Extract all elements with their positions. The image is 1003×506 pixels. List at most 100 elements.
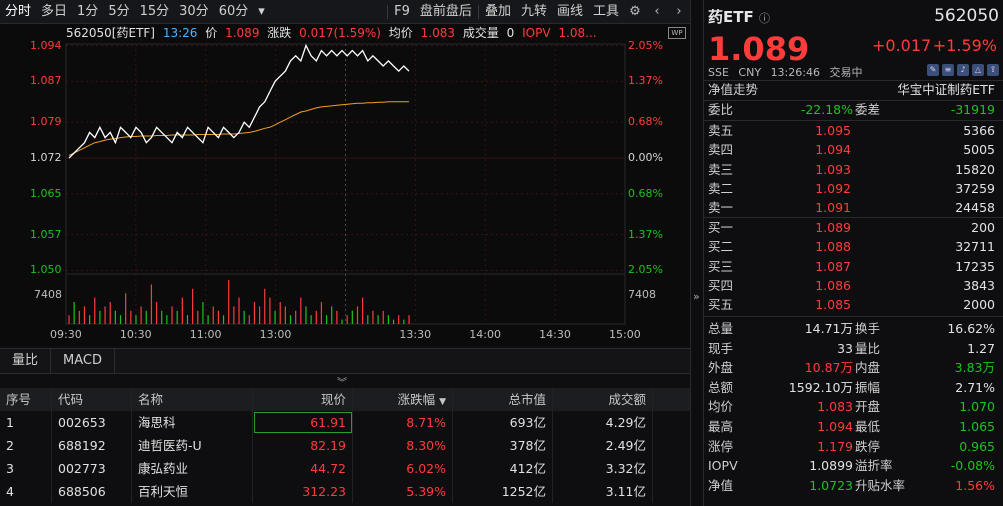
buys-level-label: 买四: [708, 277, 734, 293]
tab-multi-day[interactable]: 多日: [41, 3, 68, 19]
pre-post-market-button[interactable]: 盘前盘后: [419, 4, 472, 19]
buys-level-row[interactable]: 买四 1.086 3843: [704, 277, 1003, 295]
sells-level-row[interactable]: 卖三 1.093 15820: [704, 161, 1003, 179]
tab-60min[interactable]: 60分: [218, 3, 249, 19]
list-icon[interactable]: ≡: [942, 64, 954, 76]
buys-level-row[interactable]: 买二 1.088 32711: [704, 238, 1003, 256]
expand-chevron-icon[interactable]: »: [693, 290, 700, 303]
share-icon[interactable]: ⇪: [987, 64, 999, 76]
panel-divider[interactable]: »: [690, 0, 704, 506]
last-price: 1.089: [708, 30, 810, 68]
sells-level-label: 卖三: [708, 161, 734, 177]
tab-volume-ratio[interactable]: 量比: [0, 349, 52, 373]
f9-button[interactable]: F9: [394, 4, 410, 19]
stat-label: 最高: [708, 419, 734, 434]
draw-line-button[interactable]: 画线: [556, 4, 583, 19]
cell-price: 44.72: [253, 457, 353, 480]
cell-change-pct: 8.71%: [353, 411, 453, 434]
y-price-tick: 1.087: [30, 74, 62, 88]
tools-button[interactable]: 工具: [592, 4, 619, 19]
table-row[interactable]: 1 002653 海思科 61.91 8.71% 693亿 4.29亿: [0, 411, 690, 434]
stat-label: 开盘: [855, 399, 881, 415]
stat-row: 外盘 10.87万 内盘 3.83万: [704, 359, 1003, 377]
chevron-right-icon[interactable]: ›: [676, 4, 682, 19]
chart-iopv: 1.08...: [558, 26, 597, 40]
x-tick: 15:00: [609, 328, 641, 341]
tab-30min[interactable]: 30分: [179, 3, 209, 19]
nav-trend-row[interactable]: 净值走势 华宝中证制药ETF: [704, 81, 1003, 99]
header-rank[interactable]: 序号: [0, 388, 52, 411]
stat-row: 总额 1592.10万 振幅 2.71%: [704, 379, 1003, 397]
sells-level-qty: 15820: [955, 161, 995, 177]
buys-level-label: 买一: [708, 220, 734, 235]
quote-time: 13:26:46: [770, 66, 820, 79]
edit-icon[interactable]: ✎: [927, 64, 939, 76]
constituents-table: 序号 代码 名称 现价 涨跌幅 ▼ 总市值 成交额 1 002653 海思科 61.9…: [0, 388, 690, 503]
tab-intraday[interactable]: 分时: [5, 3, 32, 19]
tab-1min[interactable]: 1分: [77, 3, 99, 19]
cell-change-pct: 5.39%: [353, 480, 453, 503]
trading-status: 交易中: [829, 66, 863, 79]
overlay-button[interactable]: 叠加: [484, 4, 511, 19]
y-pct-tick: 2.05%: [628, 38, 663, 52]
table-row[interactable]: 2 688192 迪哲医药-U 82.19 8.30% 378亿 2.49亿: [0, 434, 690, 457]
cell-code: 002773: [52, 457, 132, 480]
bell-icon[interactable]: ♪: [957, 64, 969, 76]
stat-label: 跌停: [855, 438, 881, 454]
collapse-chevron-icon[interactable]: ︾: [337, 378, 347, 389]
tab-5min[interactable]: 5分: [108, 3, 130, 19]
cell-price: 312.23: [253, 480, 353, 503]
nine-turn-button[interactable]: 九转: [520, 4, 547, 19]
stat-label: 溢折率: [855, 458, 893, 474]
weibi-row: 委比 -22.18% 委差 -31919: [704, 101, 1003, 119]
header-code[interactable]: 代码: [52, 388, 132, 411]
sells-level-row[interactable]: 卖二 1.092 37259: [704, 180, 1003, 198]
header-change-pct-label: 涨跌幅: [397, 392, 436, 407]
sells-level-price: 1.091: [815, 200, 851, 216]
buys-level-qty: 200: [971, 220, 995, 235]
security-name-text: 药ETF: [708, 8, 754, 26]
table-row[interactable]: 3 002773 康弘药业 44.72 6.02% 412亿 3.32亿: [0, 457, 690, 480]
tab-macd[interactable]: MACD: [51, 349, 115, 373]
stat-label: 升贴水率: [855, 477, 906, 493]
stat-value: 1.0899: [809, 458, 853, 474]
buys-level-row[interactable]: 买一 1.089 200: [704, 219, 1003, 237]
header-name[interactable]: 名称: [132, 388, 253, 411]
sells-level-label: 卖一: [708, 200, 734, 216]
buys-level-qty: 17235: [955, 258, 995, 274]
stat-label: 外盘: [708, 360, 734, 376]
tab-15min[interactable]: 15分: [139, 3, 170, 19]
alert-icon[interactable]: △: [972, 64, 984, 76]
more-tabs-caret[interactable]: ▾: [258, 3, 265, 19]
currency: CNY: [738, 66, 762, 79]
stat-label: 最低: [855, 419, 881, 434]
volume-label: 成交量: [462, 26, 499, 40]
stat-value: 10.87万: [804, 360, 853, 376]
intraday-chart[interactable]: 562050[药ETF] 13:26 价 1.089 涨跌 0.017(1.59…: [0, 24, 690, 346]
x-tick: 10:30: [119, 328, 152, 341]
stat-value: 1.094: [817, 419, 853, 434]
header-change-pct[interactable]: 涨跌幅 ▼: [353, 388, 453, 411]
stat-value: 1.083: [817, 399, 853, 415]
header-turnover[interactable]: 成交额: [553, 388, 653, 411]
settings-icon[interactable]: ⚙: [629, 4, 641, 19]
stat-row: 总量 14.71万 换手 16.62%: [704, 320, 1003, 338]
sells-level-row[interactable]: 卖五 1.095 5366: [704, 122, 1003, 140]
wp-badge[interactable]: WP: [668, 27, 686, 39]
cell-turnover: 2.49亿: [553, 434, 653, 457]
divider-line: [704, 80, 1003, 81]
header-market-cap[interactable]: 总市值: [453, 388, 553, 411]
sells-level-row[interactable]: 卖四 1.094 5005: [704, 141, 1003, 159]
table-row[interactable]: 4 688506 百利天恒 312.23 5.39% 1252亿 3.11亿: [0, 480, 690, 503]
buys-level-row[interactable]: 买三 1.087 17235: [704, 258, 1003, 276]
stat-row: 现手 33 量比 1.27: [704, 340, 1003, 358]
chevron-left-icon[interactable]: ‹: [654, 4, 660, 19]
fund-full-name: 华宝中证制药ETF: [897, 82, 995, 97]
sells-level-row[interactable]: 卖一 1.091 24458: [704, 199, 1003, 217]
buys-level-row[interactable]: 买五 1.085 2000: [704, 296, 1003, 314]
info-icon[interactable]: ⓘ: [758, 12, 770, 25]
y-pct-tick: 2.05%: [628, 263, 663, 277]
x-tick: 14:00: [469, 328, 501, 341]
sells-level-label: 卖五: [708, 123, 734, 138]
header-price[interactable]: 现价: [253, 388, 353, 411]
